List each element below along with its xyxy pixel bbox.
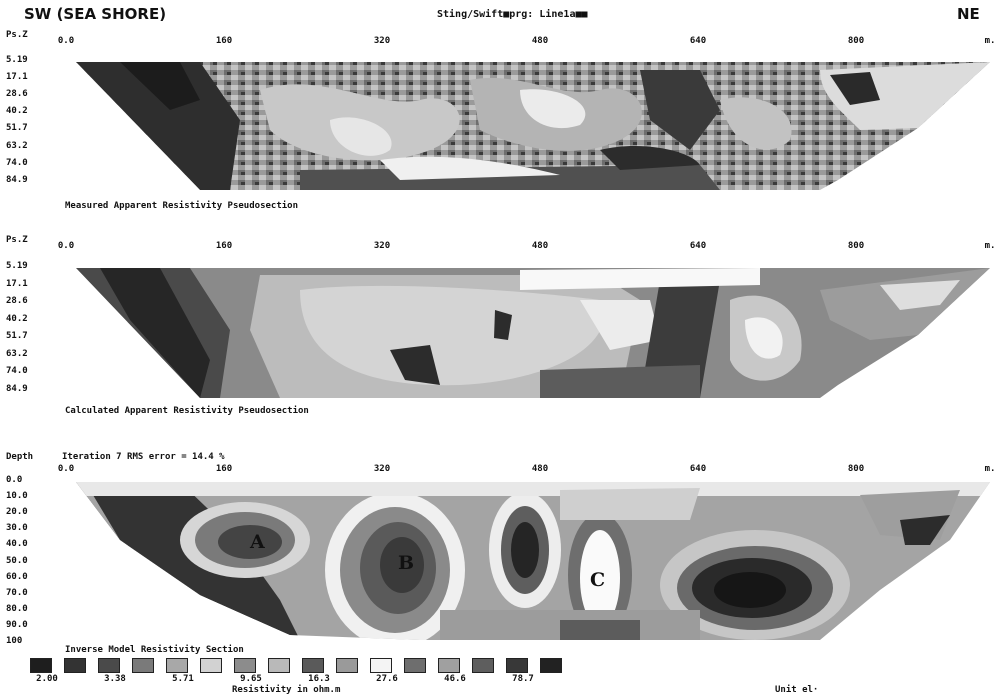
legend-swatch [268,658,290,673]
panel2-x-tick: 320 [373,241,391,251]
panel1-title: Measured Apparent Resistivity Pseudosect… [65,201,298,211]
panel3-y-tick: 60.0 [6,571,28,582]
legend-swatch [336,658,358,673]
panel3-y-tick: 80.0 [6,603,28,614]
panel3-y-tick: 30.0 [6,523,28,534]
panel1-x-tick: 480 [531,36,549,46]
panel2-y-tick: 63.2 [6,348,28,359]
panel3-x-tick: 0.0 [57,464,75,474]
panel1-x-tick: 800 [847,36,865,46]
inverse-model-section [76,482,990,640]
panel2-x-tick: 640 [689,241,707,251]
legend-swatch [98,658,120,673]
panel2-y-tick: 51.7 [6,331,28,341]
panel1-x-tick: 160 [215,36,233,46]
panel2-axis-label: Ps.Z [6,235,28,245]
legend-value: 3.38 [104,674,126,684]
legend-swatch [404,658,426,673]
panel1-x-tick: 0.0 [57,36,75,46]
legend-swatch [370,658,392,673]
legend-value: 27.6 [376,674,398,684]
panel3-y-tick: 90.0 [6,619,28,630]
panel1-axis-label: Ps.Z [6,30,28,40]
panel2-x-tick: 0.0 [57,241,75,251]
panel2-y-tick: 17.1 [6,278,28,289]
panel3-y-tick: 70.0 [6,587,28,598]
legend-value: 9.65 [240,674,262,684]
calculated-pseudosection [76,268,990,398]
section-right-label: NE [957,5,980,23]
panel3-y-tick: 20.0 [6,507,28,518]
legend-swatch [200,658,222,673]
panel1-x-tick: 640 [689,36,707,46]
panel3-x-unit: m. [984,464,996,474]
legend-swatch [438,658,460,673]
panel2-x-tick: 160 [215,241,233,251]
panel2-y-tick: 84.9 [6,383,28,394]
legend-swatch [132,658,154,673]
panel3-y-tick: 0.0 [6,475,23,485]
measured-pseudosection [76,62,990,190]
panel3-title: Inverse Model Resistivity Section [65,645,244,655]
panel1-y-tick: 84.9 [6,174,28,185]
panel3-x-tick: 640 [689,464,707,474]
anomaly-a-label: A [250,531,265,553]
panel3-x-tick: 320 [373,464,391,474]
panel1-y-tick: 40.2 [6,106,28,117]
panel3-x-tick: 160 [215,464,233,474]
unit-electrode-label: Unit el· [775,685,819,695]
legend-swatch [302,658,324,673]
legend-value: 16.3 [308,674,330,684]
panel2-x-tick: 480 [531,241,549,251]
legend-value: 78.7 [512,674,534,684]
legend-swatch [64,658,86,673]
panel1-y-tick: 51.7 [6,123,28,134]
program-caption: Sting/Swift■prg: Line1a■■ [437,9,588,20]
panel1-y-tick: 5.19 [6,55,28,65]
panel2-title: Calculated Apparent Resistivity Pseudose… [65,406,309,416]
panel2-y-tick: 28.6 [6,296,28,306]
panel3-x-tick: 480 [531,464,549,474]
legend-value: 46.6 [444,674,466,684]
panel2-x-tick: 800 [847,241,865,251]
anomaly-b-label: B [398,552,415,574]
legend-swatch [166,658,188,673]
legend-swatch [472,658,494,673]
panel2-y-tick: 5.19 [6,261,28,271]
panel3-y-tick: 50.0 [6,555,28,566]
iteration-caption: Iteration 7 RMS error = 14.4 % [62,452,225,462]
anomaly-c-label: C [590,569,606,591]
panel1-y-tick: 17.1 [6,72,28,83]
panel1-x-tick: 320 [373,36,391,46]
legend-value: 5.71 [172,674,194,684]
panel3-x-tick: 800 [847,464,865,474]
section-left-label: SW (SEA SHORE) [24,5,167,23]
panel3-y-tick: 40.0 [6,539,28,550]
legend-swatch [234,658,256,673]
panel1-y-tick: 63.2 [6,140,28,151]
panel2-x-unit: m. [984,241,996,251]
legend-swatch [540,658,562,673]
legend-value: 2.00 [36,674,58,684]
panel1-y-tick: 28.6 [6,89,28,100]
panel3-y-tick: 100 [6,636,23,646]
panel2-y-tick: 74.0 [6,366,28,376]
panel3-y-tick: 10.0 [6,491,28,502]
legend-title: Resistivity in ohm.m [232,685,341,695]
legend-swatch [30,658,52,673]
panel2-y-tick: 40.2 [6,313,28,324]
panel1-y-tick: 74.0 [6,157,28,168]
panel3-axis-label: Depth [6,452,34,462]
legend-swatch [506,658,528,673]
panel1-x-unit: m. [984,36,996,46]
